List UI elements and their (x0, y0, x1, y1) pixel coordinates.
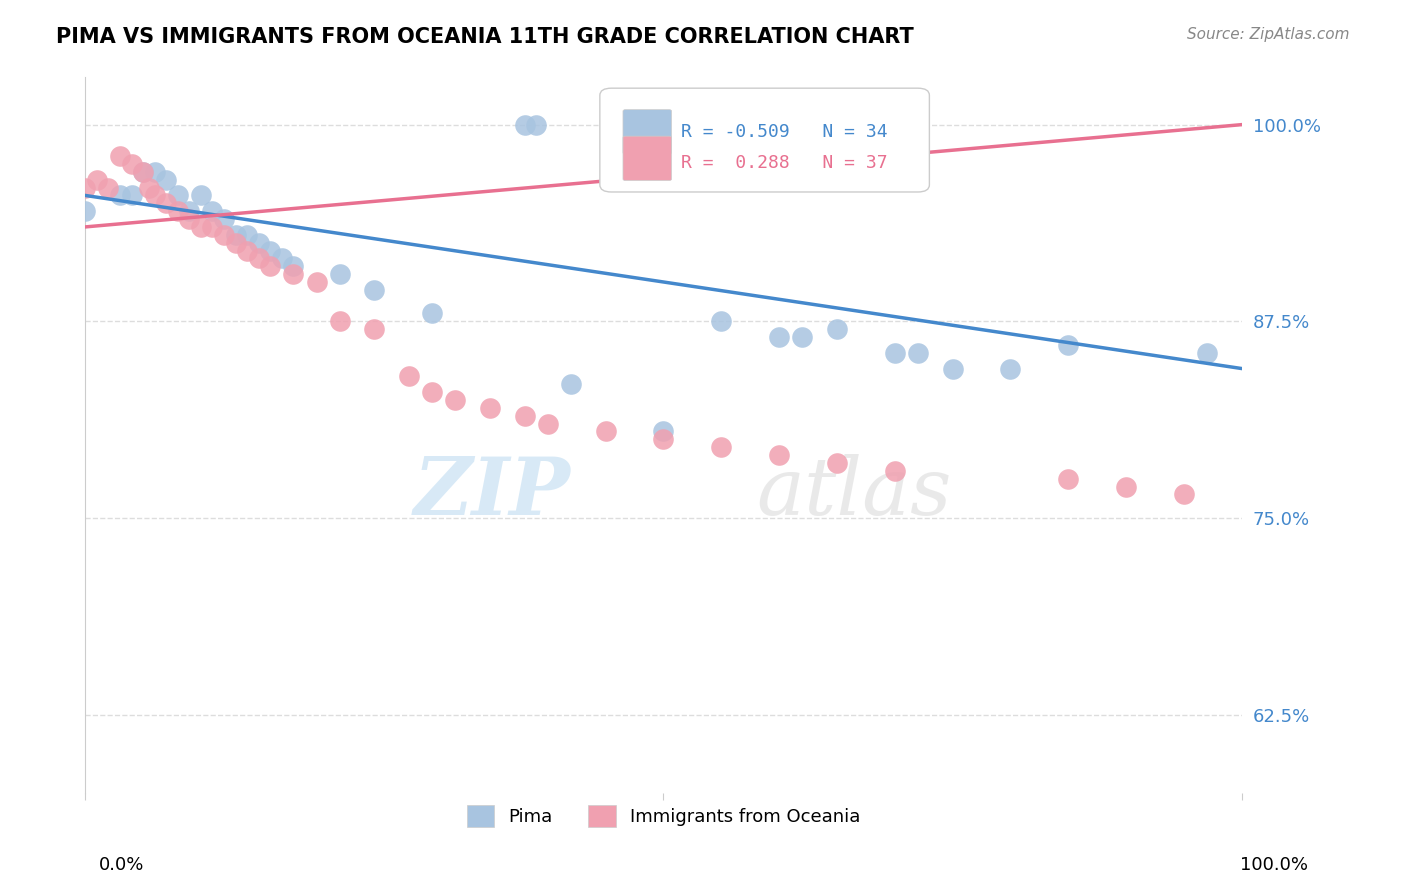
Point (513, 118, 536, 132)
FancyBboxPatch shape (600, 88, 929, 192)
Point (155, 196, 177, 211)
Point (537, 417, 560, 431)
Point (524, 118, 547, 132)
Point (479, 401, 502, 415)
Text: ZIP: ZIP (413, 454, 571, 532)
Point (225, 227, 247, 242)
Point (132, 165, 155, 179)
Text: R =  0.288   N = 37: R = 0.288 N = 37 (681, 154, 887, 172)
Point (363, 283, 385, 297)
FancyBboxPatch shape (623, 136, 672, 180)
Point (1115, 479, 1137, 493)
Point (329, 314, 352, 328)
Point (941, 361, 963, 376)
Point (108, 188, 131, 202)
Point (652, 425, 675, 439)
Point (155, 172, 177, 186)
Point (97, 180, 120, 194)
Point (768, 448, 790, 462)
Point (883, 464, 905, 478)
Point (201, 204, 224, 219)
Point (329, 267, 352, 281)
Point (121, 188, 143, 202)
Point (883, 346, 905, 360)
Point (560, 377, 582, 392)
Text: 100.0%: 100.0% (1240, 856, 1308, 874)
Point (138, 180, 160, 194)
Point (212, 212, 235, 227)
Text: R = -0.509   N = 34: R = -0.509 N = 34 (681, 123, 887, 141)
Point (420, 385, 443, 400)
Point (363, 322, 385, 336)
Point (283, 267, 305, 281)
Text: PIMA VS IMMIGRANTS FROM OCEANIA 11TH GRADE CORRELATION CHART: PIMA VS IMMIGRANTS FROM OCEANIA 11TH GRA… (56, 27, 914, 46)
Point (398, 369, 420, 384)
Point (86, 172, 108, 186)
Point (179, 212, 201, 227)
Point (768, 330, 790, 344)
Point (259, 259, 281, 273)
Point (212, 227, 235, 242)
Point (236, 227, 259, 242)
Point (179, 204, 201, 219)
Point (825, 456, 848, 470)
Point (710, 314, 733, 328)
Text: atlas: atlas (756, 454, 952, 532)
Point (166, 188, 188, 202)
Point (143, 165, 166, 179)
Point (513, 409, 536, 423)
Point (75, 204, 97, 219)
Point (1195, 346, 1218, 360)
Point (225, 235, 247, 250)
Point (143, 188, 166, 202)
Point (166, 204, 188, 219)
Point (907, 346, 929, 360)
Point (236, 244, 259, 258)
Legend: Pima, Immigrants from Oceania: Pima, Immigrants from Oceania (460, 798, 868, 834)
Point (1000, 361, 1022, 376)
Point (108, 149, 131, 163)
Text: Source: ZipAtlas.com: Source: ZipAtlas.com (1187, 27, 1350, 42)
Point (420, 306, 443, 320)
Point (132, 165, 155, 179)
Point (121, 157, 143, 171)
Point (247, 252, 270, 266)
Point (652, 433, 675, 447)
Point (444, 392, 467, 407)
Point (1173, 487, 1195, 501)
Text: 0.0%: 0.0% (98, 856, 143, 874)
FancyBboxPatch shape (623, 110, 672, 154)
Point (270, 252, 292, 266)
Point (259, 244, 281, 258)
Point (283, 259, 305, 273)
Point (792, 330, 814, 344)
Point (190, 219, 212, 234)
Point (1057, 472, 1080, 486)
Point (825, 322, 848, 336)
Point (75, 180, 97, 194)
Point (247, 235, 270, 250)
Point (595, 425, 617, 439)
Point (710, 440, 733, 454)
Point (201, 219, 224, 234)
Point (190, 188, 212, 202)
Point (305, 275, 328, 289)
Point (1057, 338, 1080, 352)
